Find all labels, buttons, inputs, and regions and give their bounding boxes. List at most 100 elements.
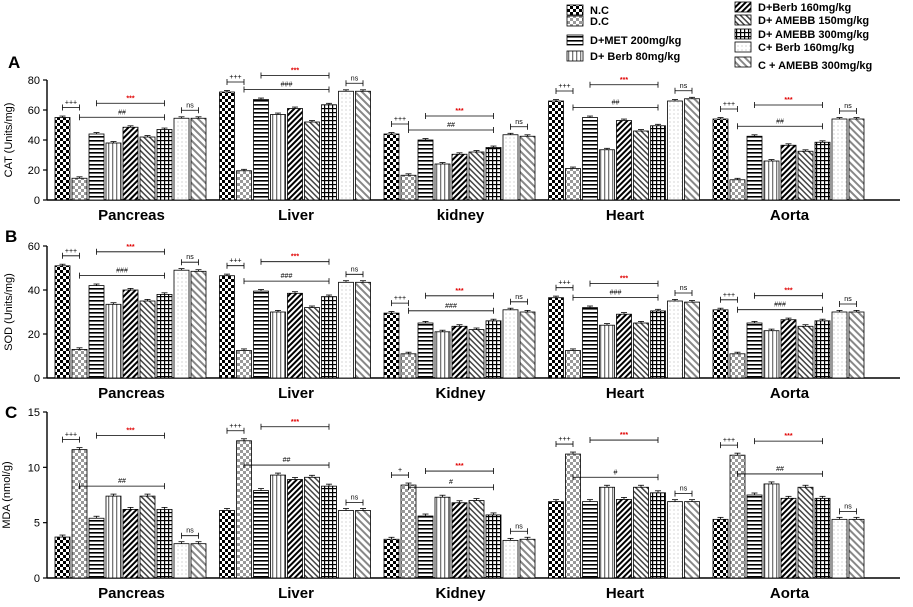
legend-swatch-dc: [566, 15, 584, 27]
bar-b-1-7: [338, 281, 354, 379]
bar-c-3-4: [616, 499, 632, 579]
y-tick-label: 5: [34, 518, 40, 530]
bar-c-1-6: [321, 485, 337, 579]
sig-star-label: ***: [784, 288, 792, 295]
bar-c-1-0: [219, 510, 235, 579]
bar-b-0-5: [139, 300, 156, 379]
sig-ns-label: ns: [515, 523, 523, 530]
sig-hash-label: ###: [445, 303, 457, 310]
sig-star-label: ***: [126, 428, 134, 435]
bar-c-0-0: [54, 536, 71, 579]
bar-b-1-8: [355, 281, 371, 379]
bar-b-3-4: [616, 313, 632, 379]
bar-b-2-4: [451, 325, 468, 379]
bar-b-0-0: [54, 265, 71, 379]
sig-star-label: ***: [291, 68, 299, 75]
bar-a-0-6: [156, 129, 173, 201]
bar-c-3-0: [548, 501, 564, 579]
bar-c-1-5: [304, 476, 320, 579]
bar-a-0-2: [88, 133, 105, 201]
bar-c-4-0: [712, 518, 729, 579]
sig-star-label: ***: [291, 254, 299, 261]
bar-b-3-3: [599, 324, 615, 379]
bar-b-2-7: [502, 309, 519, 379]
chart-panel-b: B SOD (Units/mg) 0 20 40 60 Pancreas +++ ### *** n…: [3, 227, 900, 402]
bar-a-0-3: [105, 142, 122, 201]
y-tick-label: 10: [28, 462, 40, 474]
y-tick-label: 40: [28, 285, 40, 297]
bar-a-1-1: [236, 170, 252, 201]
bar-a-1-5: [304, 121, 320, 201]
sig-plus-label: +++: [723, 292, 735, 299]
bar-b-1-5: [304, 307, 320, 379]
sig-hash-label: ###: [774, 302, 786, 309]
bar-c-1-2: [253, 490, 269, 579]
sig-ns-label: ns: [351, 266, 359, 273]
bar-b-4-6: [814, 320, 831, 379]
bar-a-2-0: [383, 133, 400, 201]
y-tick-label: 0: [34, 195, 40, 207]
bar-b-0-4: [122, 289, 139, 379]
y-tick-label: 80: [28, 75, 40, 87]
bar-a-2-7: [502, 134, 519, 201]
panel-label: C: [5, 403, 17, 422]
bar-a-2-3: [434, 163, 451, 201]
bar-a-2-4: [451, 153, 468, 201]
category-label: Aorta: [770, 207, 810, 224]
sig-ns-label: ns: [844, 503, 852, 510]
bar-a-4-5: [797, 150, 814, 201]
sig-ns-label: ns: [680, 285, 688, 292]
bar-c-2-3: [434, 496, 451, 579]
sig-plus-label: +++: [65, 100, 77, 107]
sig-star-label: ***: [455, 108, 463, 115]
sig-ns-label: ns: [186, 254, 194, 261]
sig-hash-label: ##: [283, 457, 291, 464]
sig-plus-label: +++: [558, 436, 570, 443]
bar-a-0-7: [173, 117, 190, 201]
bar-c-0-8: [190, 543, 207, 579]
sig-hash-label: ###: [281, 82, 293, 89]
bar-c-3-3: [599, 486, 615, 579]
sig-hash-label: ##: [447, 122, 455, 129]
sig-plus-label: +++: [558, 280, 570, 287]
bar-a-3-1: [565, 168, 581, 201]
bar-c-0-2: [88, 517, 105, 579]
category-label: Aorta: [770, 385, 810, 402]
sig-star-label: ***: [620, 432, 628, 439]
bar-a-3-6: [650, 125, 666, 201]
bar-b-4-4: [780, 319, 797, 379]
category-label: Pancreas: [98, 207, 165, 224]
sig-hash-label: ##: [118, 109, 126, 116]
bar-a-1-8: [355, 90, 371, 201]
bar-b-0-3: [105, 303, 122, 379]
y-axis-label: SOD (Units/mg): [3, 273, 15, 351]
bar-a-2-6: [485, 147, 502, 201]
y-tick-label: 0: [34, 573, 40, 585]
bar-c-2-0: [383, 538, 400, 579]
bar-b-2-0: [383, 312, 400, 379]
category-label: Kidney: [435, 385, 486, 402]
bar-b-1-4: [287, 292, 303, 379]
sig-star-label: ***: [455, 288, 463, 295]
bar-c-3-2: [582, 501, 598, 579]
bar-b-4-2: [746, 322, 763, 379]
sig-plus-label: +++: [723, 437, 735, 444]
legend-label-c-berb160: C+ Berb 160mg/kg: [758, 42, 854, 54]
bar-a-0-1: [71, 177, 88, 201]
category-label: Heart: [606, 385, 644, 402]
sig-plus-label: +: [398, 467, 402, 474]
bar-a-4-7: [831, 118, 848, 201]
legend-swatch-met: [566, 34, 584, 46]
bar-a-3-5: [633, 130, 649, 201]
bar-c-4-5: [797, 486, 814, 579]
sig-hash-label: #: [614, 469, 618, 476]
bar-a-1-6: [321, 104, 337, 201]
bar-c-1-3: [270, 474, 286, 579]
bar-a-4-2: [746, 135, 763, 201]
bar-c-2-6: [485, 514, 502, 579]
bar-a-3-2: [582, 117, 598, 201]
sig-plus-label: +++: [229, 258, 241, 265]
bar-b-1-0: [219, 275, 235, 379]
